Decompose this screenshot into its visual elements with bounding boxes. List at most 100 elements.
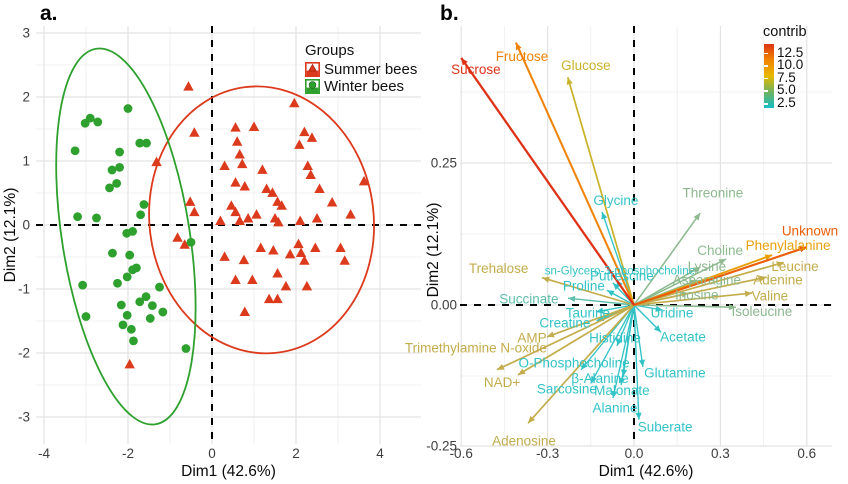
contrib-tick-label: 7.5 [777,69,796,85]
scatter-point-summer [230,177,241,187]
scatter-point-summer [284,248,296,259]
variable-arrowhead [611,390,618,399]
scatter-point-winter [155,282,164,292]
winter-bees-key-icon [305,79,320,94]
contrib-bar-tick [764,77,768,80]
x-tick-label: 2 [292,446,300,461]
scatter-point-winter [145,314,155,323]
variable-arrowhead [581,362,588,370]
panel-a-individuals-plot: -4 -2 0 2 4 -3 -2 -1 0 1 2 3 Dim1 (42.6%) Dim2 (12.1%… [2,26,421,480]
variable-arrowhead [590,375,597,384]
variable-arrow [633,212,701,306]
scatter-point-summer [234,149,245,159]
variable-arrowhead [776,261,784,268]
scatter-point-summer [276,200,287,210]
scatter-point-summer [230,274,241,284]
scatter-point-summer [230,122,241,132]
variable-arrowhead [606,290,615,297]
panel-b-label: b. [440,2,459,25]
variable-label: Succinate [499,291,558,306]
y-tick-label: -0.25 [426,439,457,454]
scatter-point-summer [261,183,272,194]
scatter-point-summer [255,242,266,252]
scatter-point-winter [132,263,141,273]
scatter-point-summer [172,232,183,242]
scatter-point-winter [128,227,138,236]
variable-arrowhead [601,211,608,220]
variable-label: Isoleucine [731,304,792,319]
scatter-point-summer [232,136,243,146]
variable-arrow [527,304,635,424]
variable-label: AMP [517,331,546,346]
x-tick-label: 0 [208,446,216,461]
scatter-point-summer [299,126,310,137]
scatter-point-summer [268,245,279,255]
scatter-point-summer [294,139,305,149]
contrib-legend-title: contrib [763,24,807,40]
scatter-point-winter [126,324,136,334]
x-tick-label: -0.6 [450,446,473,461]
variable-label: Taurine [566,306,610,321]
scatter-point-summer [242,213,254,223]
variable-label: Proline [563,278,605,293]
variable-label: O-Phosphocholine [519,356,630,371]
scatter-point-summer [311,213,323,223]
variable-label: sn-Glycero-3-phosphocholine [545,265,695,277]
y-tick-label: 2 [22,90,30,105]
scatter-point-summer [238,254,250,265]
scatter-point-summer [310,242,321,252]
scatter-point-summer [239,306,250,316]
variable-label: Adenine [753,273,803,288]
variable-arrow [566,76,635,306]
scatter-point-summer [230,206,241,217]
scatter-point-summer [314,183,325,194]
variable-arrowhead [653,325,662,333]
scatter-point-winter [108,248,117,258]
contrib-tick-label: 2.5 [777,95,796,110]
scatter-point-summer [302,160,313,171]
variable-label: Valine [752,288,789,303]
variable-arrowhead [595,307,604,314]
scatter-point-summer [219,251,230,261]
variable-arrow [546,304,635,338]
contrib-tick-label: 12.5 [777,44,804,60]
scatter-point-summer [306,132,318,142]
variable-arrowhead [566,77,573,85]
variable-arrow [633,276,767,306]
y-tick-label: -1 [18,282,30,297]
y-axis-title: Dim2 (12.1%) [425,203,442,298]
variable-arrowhead [692,266,701,274]
groups-legend-title: Groups [305,42,355,59]
variable-label: Creatine [539,316,590,331]
contrib-tick-label: 10.0 [777,57,804,73]
scatter-point-summer [293,238,304,249]
x-tick-label: -2 [122,446,134,461]
x-tick-label: 4 [376,446,384,461]
variable-arrowhead [635,412,642,420]
scatter-point-summer [189,206,200,217]
scatter-point-winter [73,212,82,222]
scatter-point-summer [257,164,268,174]
scatter-point-winter [81,312,91,321]
contrib-bar-tick [764,90,768,92]
variable-arrow [514,42,635,306]
scatter-point-winter [147,301,157,311]
variable-arrowhead [619,377,626,386]
scatter-point-winter [113,278,122,288]
variable-arrowhead [542,276,550,283]
scatter-point-winter [123,104,133,113]
y-tick-label: 0.00 [431,298,457,313]
summer-bees-key-icon [305,62,320,77]
scatter-point-summer [295,247,307,258]
variable-arrowhead [638,359,645,367]
x-axis-title: Dim1 (42.6%) [181,463,276,480]
variable-arrowhead [758,275,767,282]
variable-arrowhead [764,254,773,261]
x-tick-label: -0.3 [536,446,559,461]
variable-arrow [633,261,784,306]
x-tick-label: 0.0 [625,446,644,461]
variable-arrowhead [693,212,701,221]
scatter-point-winter [112,179,122,188]
scatter-point-summer [189,127,200,137]
scatter-point-summer [124,358,135,369]
